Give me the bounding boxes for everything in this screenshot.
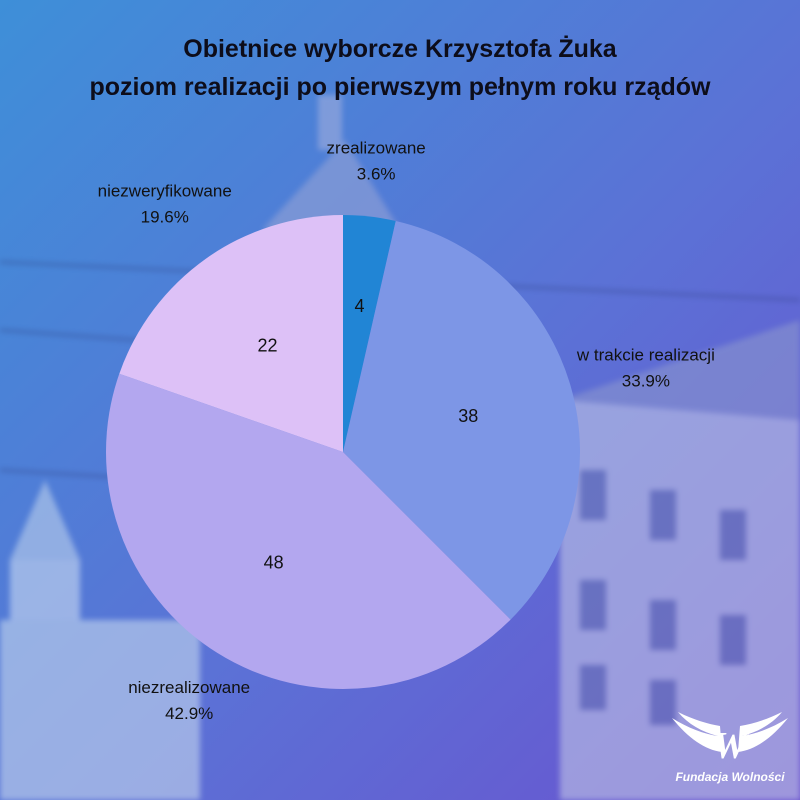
slice-category-label: niezrealizowane [128, 678, 250, 697]
chart-title-block: Obietnice wyborcze Krzysztofa Żuka pozio… [0, 30, 800, 106]
slice-percent-label: 42.9% [165, 704, 213, 723]
pie-slices [106, 214, 580, 689]
slice-category-label: zrealizowane [327, 139, 426, 158]
winged-w-icon: W [672, 712, 788, 767]
chart-title: Obietnice wyborcze Krzysztofa Żuka [183, 35, 617, 63]
slice-category-label: w trakcie realizacji [576, 346, 715, 365]
slice-percent-label: 33.9% [622, 372, 670, 391]
chart-subtitle: poziom realizacji po pierwszym pełnym ro… [89, 73, 711, 101]
slice-value-label: 4 [354, 296, 364, 316]
logo-letter: W [713, 725, 750, 767]
pie-slice-niezrealizowane [106, 373, 511, 689]
slice-percent-label: 3.6% [357, 165, 396, 184]
brand-logo: W Fundacja Wolności [660, 700, 800, 800]
slice-value-label: 38 [458, 406, 478, 426]
brand-name: Fundacja Wolności [675, 770, 785, 784]
slice-value-label: 48 [264, 552, 284, 572]
slice-percent-label: 19.6% [141, 208, 189, 227]
slice-category-label: niezweryfikowane [98, 182, 232, 201]
slice-value-labels: 4 38 48 22 [258, 296, 479, 572]
pie-slice-zrealizowane [343, 215, 396, 452]
slice-category-labels: zrealizowane 3.6% w trakcie realizacji 33.9… [98, 139, 715, 723]
pie-slice-niezweryfikowane [119, 214, 343, 452]
pie-slice-w-trakcie-realizacji [343, 220, 580, 620]
slice-value-label: 22 [258, 336, 278, 356]
